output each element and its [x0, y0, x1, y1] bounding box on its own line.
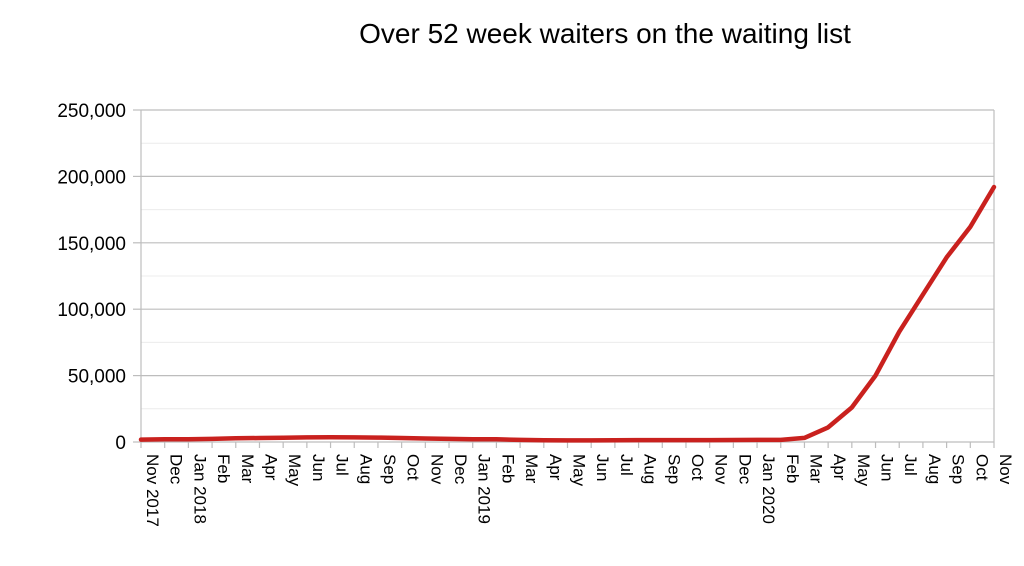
x-tick-label: Nov [427, 454, 446, 485]
series-line [138, 184, 997, 443]
y-tick-label: 0 [115, 433, 126, 454]
x-tick-label: Jul [901, 454, 920, 476]
x-tick-label: Jun [593, 454, 612, 481]
x-tick-label: Dec [451, 454, 470, 485]
x-tick-label: Nov 2017 [143, 454, 162, 527]
x-axis-ticks: Nov 2017 Dec Jan 2018 Feb Mar Apr May Jun Jul Aug… [140, 442, 1015, 527]
x-tick-label: May [570, 454, 589, 487]
y-tick-label: 100,000 [57, 300, 126, 321]
x-tick-label: Oct [972, 454, 991, 481]
x-tick-label: Feb [783, 454, 802, 483]
x-tick-label: Oct [404, 454, 423, 481]
x-tick-label: Aug [356, 454, 375, 484]
gridlines [140, 109, 995, 443]
y-tick-label: 200,000 [57, 167, 126, 188]
x-tick-label: Aug [641, 454, 660, 484]
x-tick-label: Mar [522, 454, 541, 484]
x-tick-label: Aug [925, 454, 944, 484]
x-tick-label: Nov [712, 454, 731, 485]
y-tick-label: 150,000 [57, 234, 126, 255]
chart-title: Over 52 week waiters on the waiting list [359, 18, 851, 49]
x-tick-label: Mar [806, 454, 825, 484]
x-tick-label: Jan 2019 [475, 454, 494, 524]
x-tick-label: Apr [830, 454, 849, 481]
x-tick-label: Feb [214, 454, 233, 483]
x-tick-label: Apr [261, 454, 280, 481]
x-tick-label: Dec [167, 454, 186, 485]
x-tick-label: Sep [380, 454, 399, 484]
x-tick-label: Oct [688, 454, 707, 481]
x-tick-label: Apr [546, 454, 565, 481]
x-tick-label: Jun [878, 454, 897, 481]
x-tick-label: Mar [238, 454, 257, 484]
x-tick-label: May [854, 454, 873, 487]
x-tick-label: Feb [498, 454, 517, 483]
x-tick-label: May [285, 454, 304, 487]
series-layer [138, 184, 997, 443]
x-tick-label: Jun [309, 454, 328, 481]
y-tick-label: 250,000 [57, 101, 126, 122]
x-tick-label: Jan 2018 [190, 454, 209, 524]
x-tick-label: Jul [333, 454, 352, 476]
x-tick-label: Nov [996, 454, 1015, 485]
x-tick-label: Sep [949, 454, 968, 484]
y-axis-ticks: 0 50,000 100,000 150,000 200,000 250,000 [57, 101, 141, 454]
x-tick-label: Dec [735, 454, 754, 485]
x-tick-label: Sep [664, 454, 683, 484]
x-tick-label: Jan 2020 [759, 454, 778, 524]
y-tick-label: 50,000 [68, 367, 126, 388]
x-tick-label: Jul [617, 454, 636, 476]
